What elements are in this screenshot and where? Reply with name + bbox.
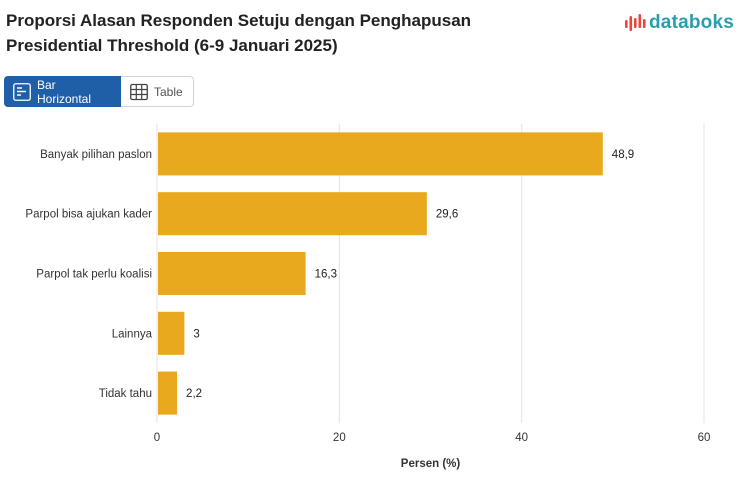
gridlines [156, 124, 705, 423]
x-axis-title: Persen (%) [401, 458, 461, 470]
bar[interactable] [158, 251, 306, 296]
table-button[interactable]: Table [121, 76, 194, 107]
category-label: Tidak tahu [99, 388, 152, 400]
bar[interactable] [158, 371, 178, 415]
bar[interactable] [158, 192, 427, 236]
category-label: Banyak pilihan paslon [40, 149, 152, 161]
x-tick-label: 0 [154, 432, 160, 444]
table-label: Table [154, 84, 183, 99]
bar[interactable] [158, 311, 185, 355]
bar-horizontal-label: Bar Horizontal [37, 77, 92, 106]
table-grid-icon [130, 83, 148, 100]
view-toggle: Bar Horizontal Table [4, 76, 194, 107]
x-tick-label: 20 [333, 432, 346, 444]
x-tick-label: 40 [515, 432, 528, 444]
brand-name: databoks [649, 12, 735, 33]
category-label: Parpol tak perlu koalisi [36, 269, 152, 281]
value-label: 3 [193, 328, 199, 340]
bar-chart: 0 20 40 60 Banyak pilihan paslon 48,9 Parpol b… [25, 124, 710, 470]
x-tick-label: 60 [698, 432, 711, 444]
databoks-logo[interactable]: databoks [624, 10, 734, 36]
chart-title: Proporsi Alasan Responden Setuju dengan … [6, 11, 472, 55]
category-label: Lainnya [112, 328, 153, 340]
bars [158, 132, 603, 415]
value-label: 29,6 [436, 209, 458, 221]
bar-chart-icon [13, 82, 31, 101]
value-label: 2,2 [186, 388, 202, 400]
value-label: 16,3 [315, 269, 337, 281]
bar[interactable] [158, 132, 603, 176]
databoks-logo-icon [625, 14, 646, 31]
category-label: Parpol bisa ajukan kader [25, 209, 152, 221]
bar-horizontal-button[interactable]: Bar Horizontal [4, 76, 121, 107]
value-label: 48,9 [612, 149, 634, 161]
labels: 0 20 40 60 Banyak pilihan paslon 48,9 Parpol b… [25, 149, 710, 444]
